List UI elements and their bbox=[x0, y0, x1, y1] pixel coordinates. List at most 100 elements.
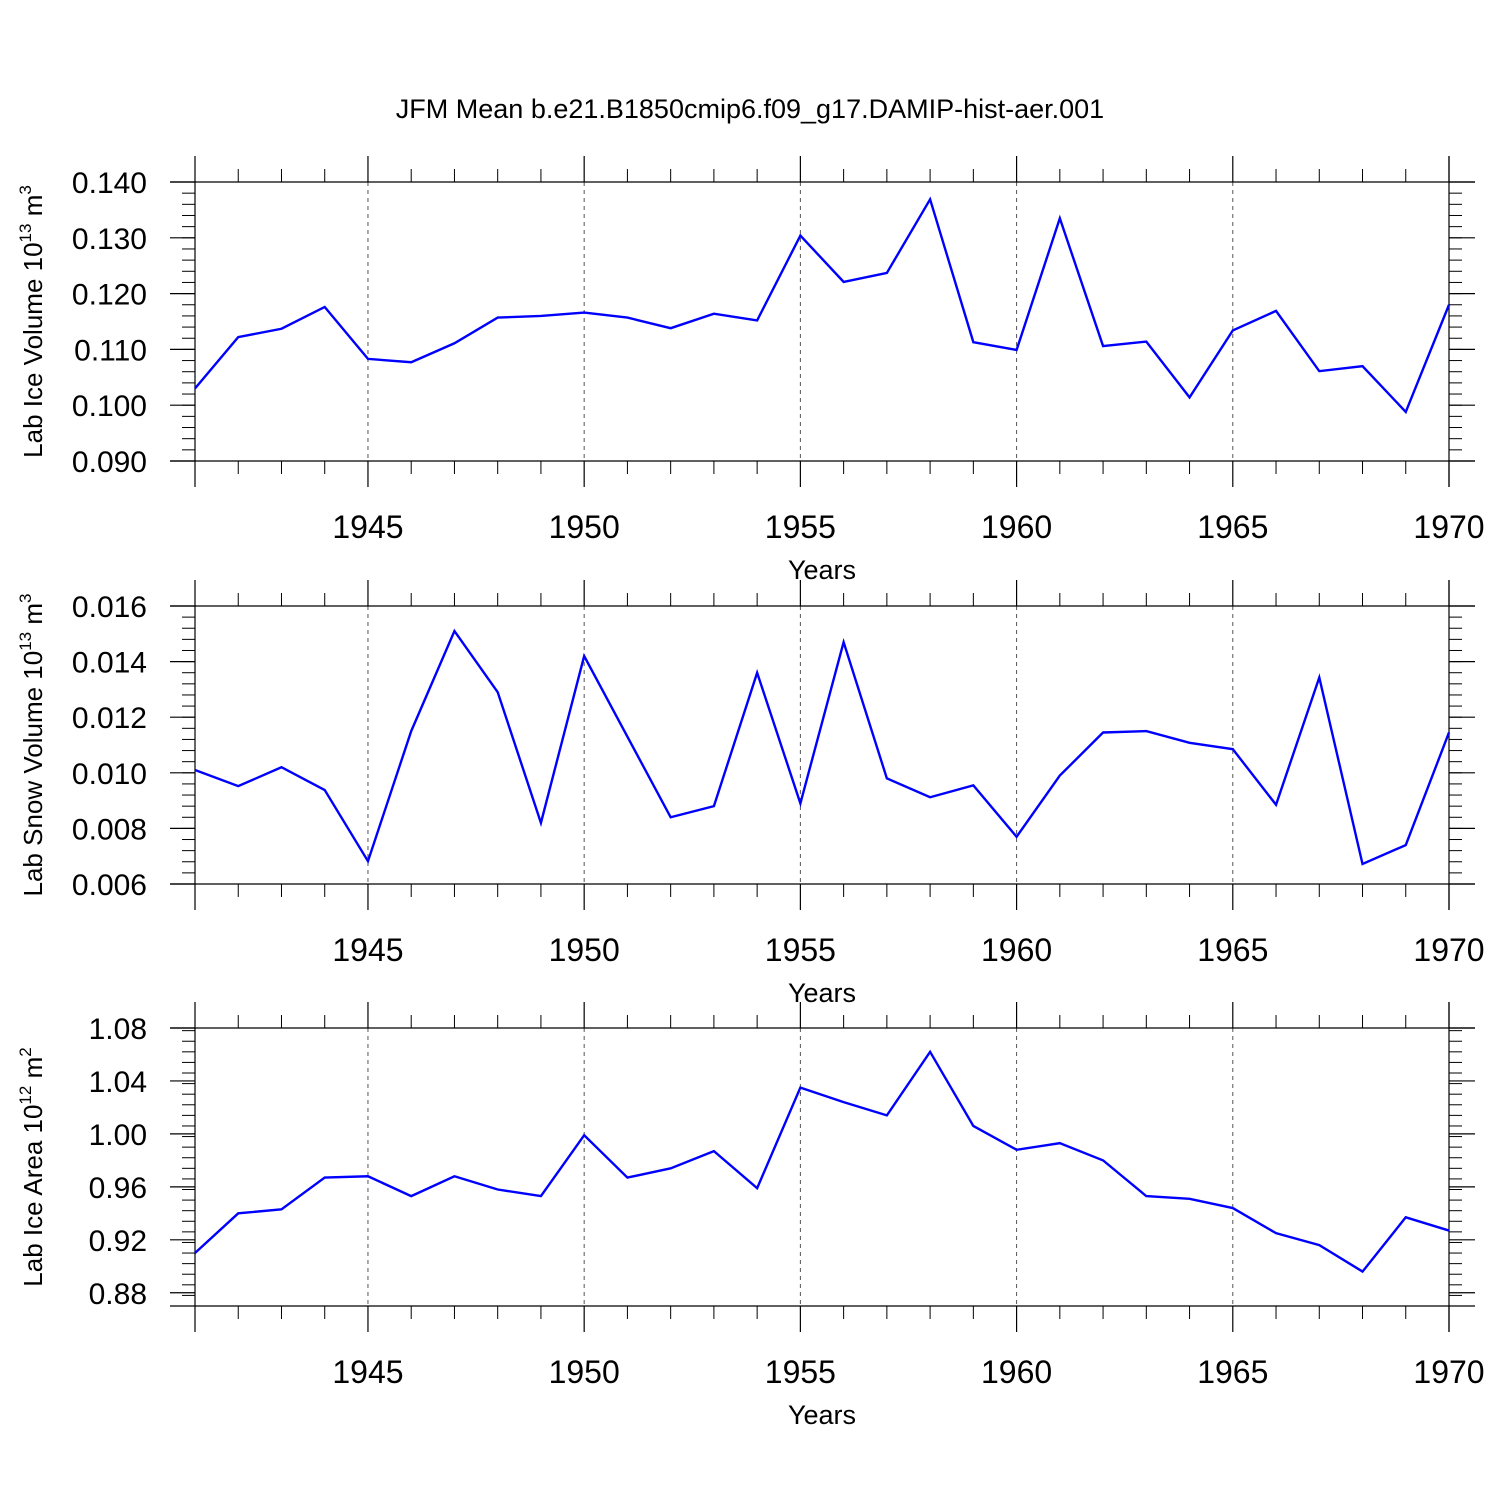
data-series-line bbox=[194, 196, 1451, 415]
data-point bbox=[1059, 1142, 1061, 1144]
data-point bbox=[453, 630, 455, 632]
data-point bbox=[367, 1175, 369, 1177]
x-tick-label: 1965 bbox=[1197, 509, 1268, 545]
data-point bbox=[1448, 1229, 1450, 1231]
data-point bbox=[972, 341, 974, 343]
data-point bbox=[1188, 1198, 1190, 1200]
data-point bbox=[1102, 345, 1104, 347]
data-point bbox=[1361, 863, 1363, 865]
y-tick-label: 0.100 bbox=[72, 390, 147, 423]
data-point bbox=[1361, 1270, 1363, 1272]
y-axis-label-text: Lab Snow Volume 10 bbox=[18, 651, 48, 897]
data-point bbox=[842, 641, 844, 643]
data-point bbox=[799, 1086, 801, 1088]
y-tick-label: 1.04 bbox=[89, 1066, 147, 1099]
data-point bbox=[280, 766, 282, 768]
y-axis-label-unit-exponent: 3 bbox=[16, 593, 35, 602]
data-point bbox=[1015, 1149, 1017, 1151]
data-point bbox=[842, 281, 844, 283]
data-point bbox=[194, 769, 196, 771]
data-point bbox=[1318, 370, 1320, 372]
y-tick-label: 0.008 bbox=[72, 813, 147, 846]
y-axis-label-text: Lab Ice Area 10 bbox=[18, 1105, 48, 1287]
data-point bbox=[1059, 217, 1061, 219]
data-point bbox=[1275, 1232, 1277, 1234]
data-point bbox=[280, 328, 282, 330]
data-point bbox=[496, 1188, 498, 1190]
data-point bbox=[886, 272, 888, 274]
x-tick-label: 1955 bbox=[765, 509, 836, 545]
chart-title: JFM Mean b.e21.B1850cmip6.f09_g17.DAMIP-… bbox=[396, 94, 1104, 124]
data-point bbox=[237, 336, 239, 338]
data-point bbox=[1448, 304, 1450, 306]
data-point bbox=[410, 1195, 412, 1197]
y-tick-label: 0.110 bbox=[74, 334, 147, 367]
y-tick-label: 0.92 bbox=[89, 1225, 147, 1258]
data-point bbox=[237, 785, 239, 787]
data-point bbox=[1015, 349, 1017, 351]
data-point bbox=[929, 1051, 931, 1053]
y-tick-label: 0.006 bbox=[72, 869, 147, 902]
x-tick-label: 1955 bbox=[765, 1354, 836, 1390]
y-axis-label-exponent: 13 bbox=[16, 632, 35, 651]
x-tick-label: 1950 bbox=[549, 1354, 620, 1390]
x-tick-label: 1945 bbox=[332, 509, 403, 545]
data-point bbox=[886, 1114, 888, 1116]
data-point bbox=[540, 1195, 542, 1197]
x-tick-label: 1970 bbox=[1413, 932, 1484, 968]
x-tick-label: 1965 bbox=[1197, 1354, 1268, 1390]
y-axis-label: Lab Snow Volume 1013 m3 bbox=[16, 593, 48, 896]
data-point bbox=[669, 816, 671, 818]
data-point bbox=[1448, 731, 1450, 733]
data-point bbox=[1102, 1159, 1104, 1161]
data-point bbox=[929, 198, 931, 200]
x-tick-label: 1960 bbox=[981, 932, 1052, 968]
x-tick-label: 1950 bbox=[549, 932, 620, 968]
data-point bbox=[1188, 396, 1190, 398]
y-axis-label: Lab Ice Area 1012 m2 bbox=[16, 1047, 48, 1286]
x-axis-label: Years bbox=[788, 555, 856, 585]
data-point bbox=[1275, 804, 1277, 806]
y-tick-label: 0.016 bbox=[72, 591, 147, 624]
y-axis-label-text: Lab Ice Volume 10 bbox=[18, 242, 48, 457]
y-tick-label: 0.88 bbox=[89, 1278, 147, 1311]
data-point bbox=[1405, 844, 1407, 846]
y-tick-label: 1.08 bbox=[89, 1013, 147, 1046]
data-point bbox=[367, 860, 369, 862]
data-series-line bbox=[194, 1049, 1450, 1274]
data-point bbox=[1275, 310, 1277, 312]
data-point bbox=[1059, 774, 1061, 776]
data-point bbox=[1015, 836, 1017, 838]
data-point bbox=[1232, 1207, 1234, 1209]
data-point bbox=[1145, 730, 1147, 732]
data-point bbox=[929, 796, 931, 798]
y-axis-label-unit-exponent: 2 bbox=[16, 1047, 35, 1056]
y-axis-label-unit: m bbox=[18, 1057, 48, 1086]
data-point bbox=[324, 1176, 326, 1178]
data-point bbox=[799, 802, 801, 804]
data-point bbox=[626, 1176, 628, 1178]
x-tick-label: 1960 bbox=[981, 1354, 1052, 1390]
data-point bbox=[367, 358, 369, 360]
y-axis-label-unit: m bbox=[18, 195, 48, 224]
chart-panel-1: 0.090 0.100 0.110 0.120 0.130 0.140 1945 1950 19… bbox=[16, 156, 1485, 585]
y-axis-label-unit-exponent: 3 bbox=[16, 185, 35, 194]
data-point bbox=[540, 822, 542, 824]
data-point bbox=[1145, 340, 1147, 342]
data-point bbox=[799, 234, 801, 236]
data-point bbox=[1405, 1216, 1407, 1218]
data-point bbox=[583, 655, 585, 657]
data-point bbox=[1318, 1244, 1320, 1246]
data-point bbox=[972, 784, 974, 786]
data-point bbox=[756, 1187, 758, 1189]
data-point bbox=[1405, 411, 1407, 413]
y-tick-label: 0.090 bbox=[72, 446, 147, 479]
data-point bbox=[886, 777, 888, 779]
data-point bbox=[324, 789, 326, 791]
data-point bbox=[1102, 731, 1104, 733]
data-point bbox=[583, 1134, 585, 1136]
data-point bbox=[280, 1208, 282, 1210]
x-tick-label: 1945 bbox=[332, 932, 403, 968]
